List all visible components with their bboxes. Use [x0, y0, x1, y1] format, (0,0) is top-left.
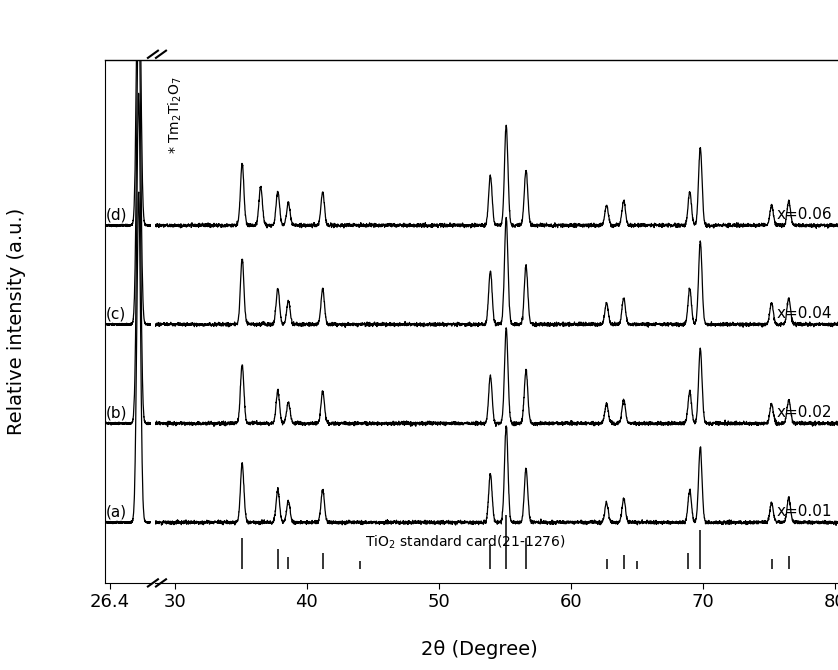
- Text: (c): (c): [106, 306, 126, 321]
- Text: Relative intensity (a.u.): Relative intensity (a.u.): [8, 208, 26, 436]
- Text: (b): (b): [106, 405, 127, 420]
- Text: TiO$_2$ standard card(21-1276): TiO$_2$ standard card(21-1276): [365, 533, 566, 551]
- Text: (a): (a): [106, 504, 127, 519]
- Text: x=0.04: x=0.04: [777, 306, 832, 321]
- Text: * Tm$_2$Ti$_2$O$_7$: * Tm$_2$Ti$_2$O$_7$: [166, 76, 184, 154]
- Text: x=0.01: x=0.01: [777, 504, 832, 519]
- Text: (d): (d): [106, 207, 127, 222]
- Text: x=0.06: x=0.06: [777, 207, 832, 222]
- Text: x=0.02: x=0.02: [777, 405, 832, 420]
- Text: 2θ (Degree): 2θ (Degree): [422, 641, 538, 659]
